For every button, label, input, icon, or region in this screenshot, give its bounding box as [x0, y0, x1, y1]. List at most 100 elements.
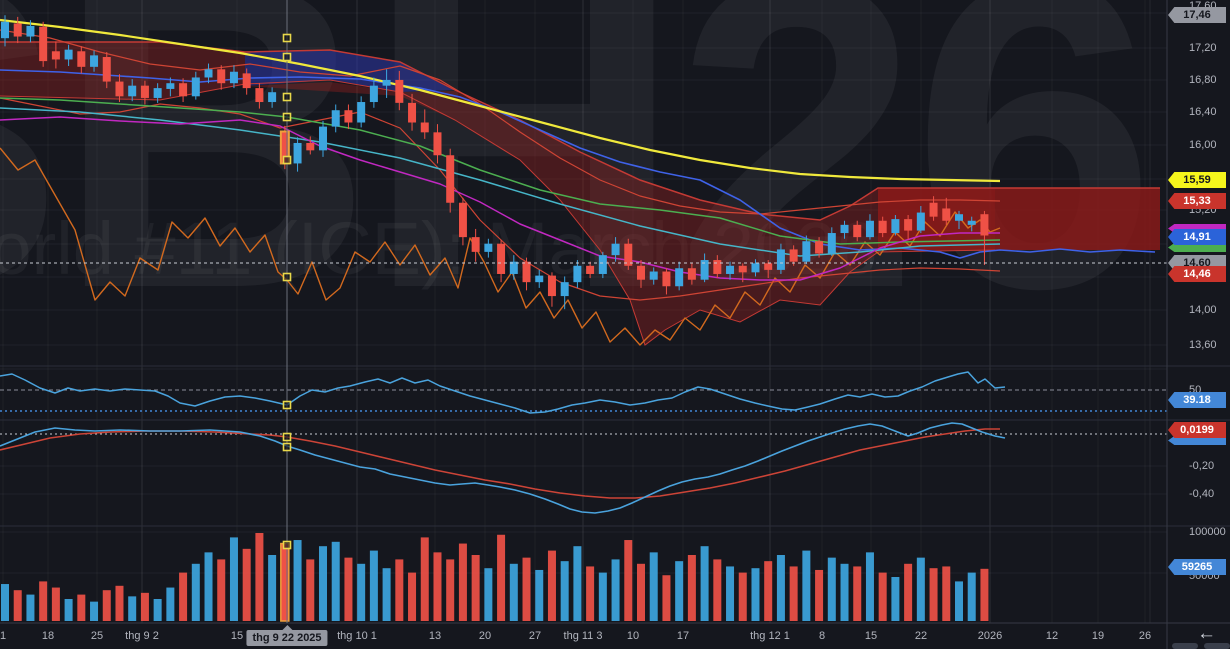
time-tick-label: 22 — [914, 630, 928, 642]
volume-bar — [789, 566, 798, 621]
time-tick-label: 17 — [676, 630, 690, 642]
time-tick-label: 26 — [1138, 630, 1152, 642]
yellow-ma-line[interactable] — [0, 18, 1001, 183]
price-value-flag: 17,46 — [1168, 7, 1226, 23]
volume-bar — [904, 563, 913, 621]
volume-bar — [687, 555, 696, 621]
candle-body — [662, 271, 671, 287]
volume-bar — [865, 552, 874, 621]
anchor-marker[interactable] — [282, 33, 292, 43]
time-tick-label: 20 — [478, 630, 492, 642]
anchor-marker[interactable] — [282, 400, 292, 410]
drawing-anchors[interactable] — [282, 33, 292, 550]
upper-band-line[interactable] — [0, 29, 1001, 215]
volume-bar — [598, 572, 607, 621]
price-value-flag: 14,46 — [1168, 266, 1226, 282]
macd-pane[interactable] — [0, 422, 1167, 514]
volume-bar — [967, 572, 976, 621]
volume-pane[interactable] — [1, 533, 989, 622]
cyan-ma-line[interactable] — [0, 107, 1001, 257]
price-value-flag: 0,0199 — [1168, 422, 1226, 438]
candle-body — [90, 55, 99, 67]
volume-bar — [77, 594, 86, 621]
volume-bar — [700, 546, 709, 621]
cloud-area — [245, 82, 995, 345]
time-tick-label: 19 — [1091, 630, 1105, 642]
rsi-line[interactable] — [0, 371, 1006, 414]
price-axis[interactable]: 17,60 17,20 16,80 16,40 16,00 15,20 14,00 13,60… — [1167, 0, 1230, 623]
anchor-marker[interactable] — [282, 155, 292, 165]
volume-bar — [102, 590, 111, 621]
indicator-value-sliver — [1168, 436, 1226, 445]
volume-bar — [840, 563, 849, 621]
candle-body — [471, 237, 480, 252]
candle-body — [624, 243, 633, 266]
macd-signal-line[interactable] — [0, 428, 1000, 499]
time-tick-label: 8 — [818, 630, 826, 642]
candle-body — [484, 243, 493, 252]
bottom-right-button[interactable] — [1172, 643, 1198, 649]
candle-body — [204, 69, 213, 78]
volume-bar — [547, 550, 556, 621]
magenta-ma-line[interactable] — [0, 116, 1000, 281]
volume-bar — [929, 568, 938, 621]
lower-band-line[interactable] — [0, 97, 1001, 301]
candle-body — [13, 23, 22, 37]
candle-body — [382, 79, 391, 86]
volume-bar — [878, 572, 887, 621]
anchor-marker[interactable] — [282, 540, 292, 550]
anchor-marker[interactable] — [282, 442, 292, 452]
blue-ma-line[interactable] — [0, 69, 1156, 259]
candle-body — [408, 102, 417, 123]
candle-body — [942, 208, 951, 221]
volume-bar — [255, 533, 264, 621]
volume-bar — [509, 563, 518, 621]
candle-body — [547, 275, 556, 297]
volume-bar — [955, 581, 963, 621]
macd-line[interactable] — [0, 422, 1006, 514]
scroll-to-recent-button[interactable]: ← — [1197, 623, 1216, 644]
price-value-flag: 14,91 — [1168, 229, 1226, 245]
price-value-flag: 15,59 — [1168, 172, 1226, 188]
candle-body — [344, 110, 353, 123]
volume-bar — [624, 540, 633, 621]
candle-body — [904, 219, 913, 231]
volume-bar — [166, 587, 175, 621]
candle-body — [217, 69, 226, 84]
candle-body — [153, 88, 162, 98]
volume-bar — [229, 537, 238, 621]
volume-bar — [916, 557, 925, 621]
candle-body — [535, 275, 544, 283]
candle-body — [39, 26, 48, 62]
rsi-pane[interactable] — [0, 371, 1167, 414]
anchor-marker[interactable] — [282, 272, 292, 282]
candle-body — [369, 85, 378, 103]
price-tick-label: -0,20 — [1189, 460, 1215, 472]
candle-body — [598, 255, 607, 274]
volume-bar — [815, 569, 824, 621]
volume-bar — [611, 559, 620, 621]
candle-body — [687, 268, 696, 280]
anchor-marker[interactable] — [282, 112, 292, 122]
candle-body — [458, 202, 467, 238]
time-axis[interactable]: 1 18 25 thg 9 2 15 thg 10 1 13 20 27 thg 11 3 10 17… — [0, 623, 1230, 649]
anchor-marker[interactable] — [282, 52, 292, 62]
bottom-right-button[interactable] — [1204, 643, 1230, 649]
candle-body — [331, 110, 340, 127]
volume-bar — [586, 566, 595, 621]
price-tick-label: 16,40 — [1189, 106, 1217, 118]
candlestick-series[interactable] — [1, 15, 989, 310]
anchor-marker[interactable] — [282, 432, 292, 442]
candle-body — [840, 224, 849, 234]
volume-bar — [204, 552, 213, 621]
volume-bar — [802, 550, 811, 621]
candle-body — [611, 243, 620, 256]
volume-bar — [751, 568, 760, 621]
green-ma-line[interactable] — [0, 97, 1001, 245]
anchor-marker[interactable] — [282, 92, 292, 102]
volume-bar — [471, 555, 480, 621]
volume-bar — [497, 534, 506, 621]
candle-body — [700, 260, 709, 280]
candle-body — [64, 49, 73, 60]
